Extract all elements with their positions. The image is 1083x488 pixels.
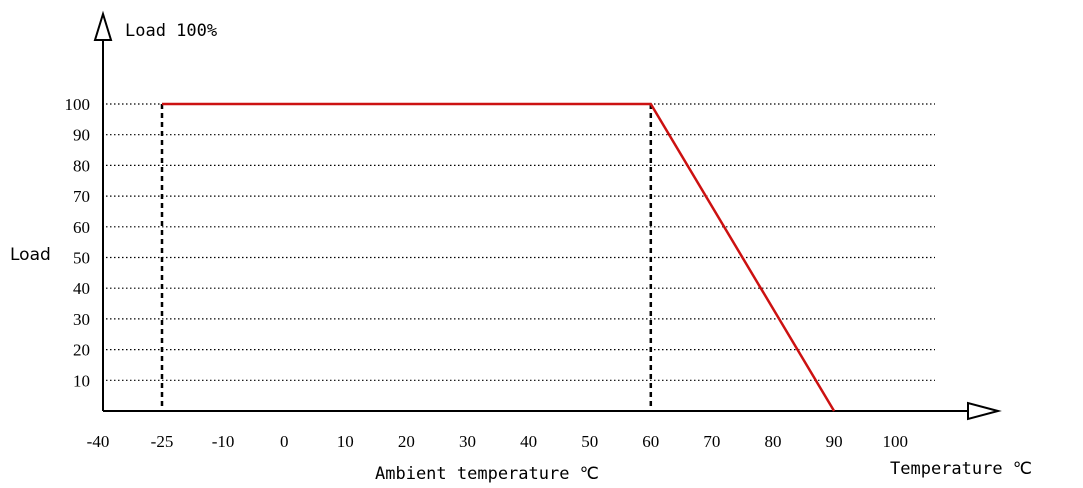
y-tick-label: 10 [73, 371, 90, 390]
x-tick-label: 90 [826, 432, 843, 451]
x-tick-label: 10 [337, 432, 354, 451]
y-axis-title: Load 100% [125, 21, 217, 41]
x-tick-labels: -40 -25 -10 0 10 20 30 40 50 60 70 80 90 100 [87, 432, 908, 451]
x-tick-label: 0 [280, 432, 289, 451]
x-axis-label: Ambient temperature ℃ [375, 464, 599, 484]
x-tick-label: 20 [398, 432, 415, 451]
x-axis-arrow-icon [967, 401, 1002, 421]
y-tick-label: 30 [73, 310, 90, 329]
x-tick-label: 80 [765, 432, 782, 451]
x-tick-label: 50 [581, 432, 598, 451]
x-tick-label: -25 [151, 432, 174, 451]
y-tick-label: 20 [73, 341, 90, 360]
y-tick-label: 40 [73, 279, 90, 298]
grid-lines [106, 103, 935, 381]
x-tick-label: 60 [642, 432, 659, 451]
y-axis-label: Load [10, 245, 51, 265]
y-tick-label: 90 [73, 126, 90, 145]
x-axis-end-label: Temperature ℃ [890, 459, 1032, 479]
y-tick-label: 80 [73, 156, 90, 175]
x-tick-label: 100 [882, 432, 908, 451]
y-tick-label: 60 [73, 218, 90, 237]
x-tick-label: -40 [87, 432, 110, 451]
series-lines [161, 102, 836, 412]
x-tick-label: 30 [459, 432, 476, 451]
x-tick-label: -10 [212, 432, 235, 451]
x-tick-label: 40 [520, 432, 537, 451]
y-tick-labels: 10 20 30 40 50 60 70 80 90 100 [65, 95, 91, 390]
reference-lines [160, 104, 653, 411]
y-tick-label: 70 [73, 187, 90, 206]
x-tick-label: 70 [703, 432, 720, 451]
y-tick-label: 50 [73, 249, 90, 268]
y-tick-label: 100 [65, 95, 91, 114]
y-axis-arrow-icon [93, 10, 113, 41]
